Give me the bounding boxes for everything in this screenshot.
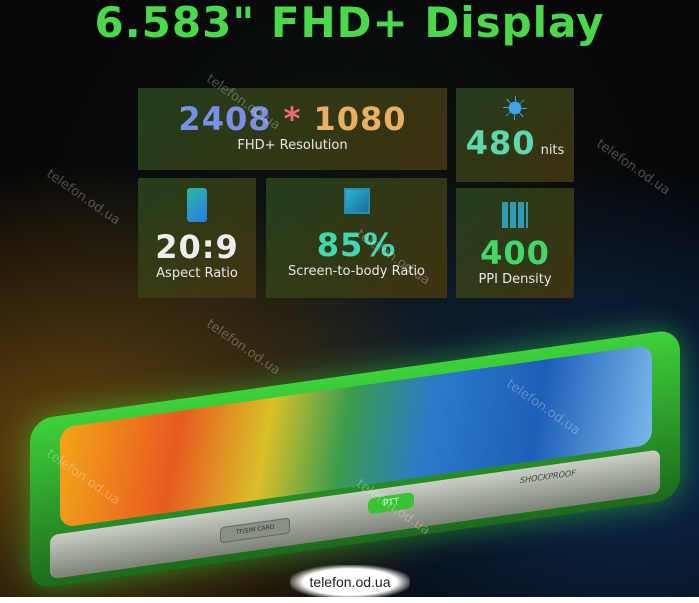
ppi-value: 400 (480, 234, 550, 272)
grid-icon (502, 202, 528, 228)
resolution-separator: * (283, 100, 302, 138)
aspect-card: 20:9 Aspect Ratio (138, 178, 256, 298)
resolution-height: 1080 (313, 100, 407, 138)
watermark-overlay: telefon.od.ua (43, 166, 123, 229)
phone-image: TF/SIM CARD PTT SHOCKPROOF (30, 328, 680, 590)
watermark-overlay: telefon.od.ua (593, 136, 673, 199)
screen-body-card: 85% Screen-to-body Ratio (266, 178, 447, 298)
ppi-label: PPI Density (478, 272, 552, 287)
screen-icon (343, 188, 370, 214)
shockproof-label: SHOCKPROOF (520, 468, 576, 486)
aspect-label: Aspect Ratio (156, 266, 238, 281)
resolution-width: 2408 (178, 100, 272, 138)
brightness-value: 480 (465, 124, 536, 162)
screen-body-label: Screen-to-body Ratio (287, 264, 426, 279)
brightness-row: 480 nits (456, 124, 574, 162)
resolution-card: 2408 * 1080 FHD+ Resolution (138, 88, 447, 170)
ptt-button: PTT (368, 492, 414, 515)
headline: 6.583" FHD+ Display (94, 0, 605, 47)
sun-icon (503, 96, 527, 120)
phone-icon (187, 188, 207, 222)
resolution-label: FHD+ Resolution (237, 138, 348, 153)
ppi-card: 400 PPI Density (456, 188, 574, 298)
brightness-card: 480 nits (456, 88, 574, 182)
watermark-overlay: telefon.od.ua (203, 316, 283, 379)
aspect-value: 20:9 (155, 228, 239, 266)
sim-slot: TF/SIM CARD (220, 517, 290, 544)
watermark-badge: telefon.od.ua (290, 565, 410, 597)
screen-body-value: 85% (316, 226, 397, 264)
resolution-value: 2408 * 1080 (138, 100, 447, 138)
brightness-unit: nits (540, 143, 565, 158)
